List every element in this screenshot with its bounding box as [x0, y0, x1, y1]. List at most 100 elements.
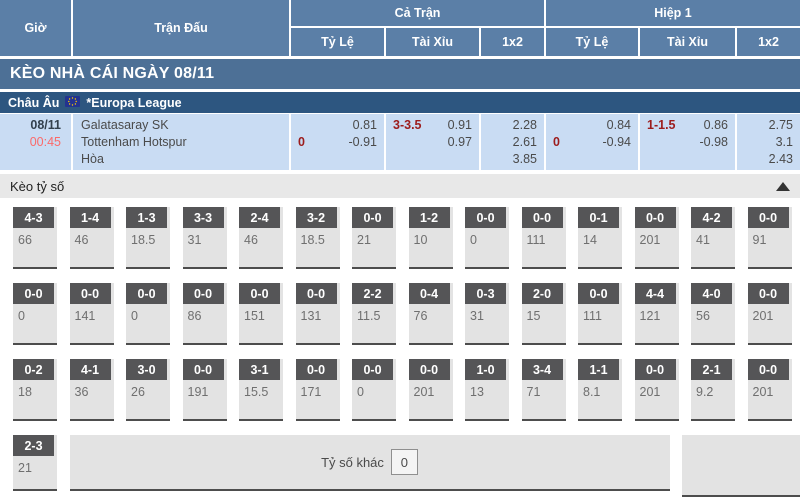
full-handicap-cell[interactable]: 0.81 0 -0.91 — [291, 114, 384, 170]
score-cell[interactable]: 1-3 18.5 — [126, 207, 170, 269]
score-cell[interactable]: 4-0 56 — [691, 283, 735, 345]
score-cell[interactable]: 2-4 46 — [239, 207, 283, 269]
score-row: 2-3 21 Tỷ số khác — [13, 435, 800, 497]
score-cell[interactable]: 0-0 0 — [13, 283, 57, 345]
score-cell[interactable]: 0-0 191 — [182, 359, 227, 421]
score-cell[interactable]: 4-2 41 — [691, 207, 735, 269]
score-odds: 141 — [74, 309, 96, 323]
score-cell[interactable]: 0-0 86 — [182, 283, 227, 345]
score-cell[interactable]: 0-0 111 — [521, 207, 566, 269]
score-cell[interactable]: 0-0 141 — [69, 283, 114, 345]
score-cell[interactable]: 0-0 0 — [465, 207, 509, 269]
match-teams-cell[interactable]: Galatasaray SK Tottenham Hotspur Hòa — [73, 114, 289, 170]
half-1x2-away-odds[interactable]: 3.1 — [775, 135, 793, 149]
score-chip: 0-0 — [182, 359, 224, 380]
other-score-input[interactable] — [390, 449, 418, 475]
score-cell[interactable]: 1-0 13 — [465, 359, 509, 421]
score-cell[interactable]: 0-0 131 — [295, 283, 340, 345]
full-1x2-away-odds[interactable]: 2.61 — [512, 135, 537, 149]
score-cell[interactable]: 2-0 15 — [521, 283, 566, 345]
score-odds: 76 — [413, 309, 428, 323]
half-handicap-bottom-odds[interactable]: -0.94 — [602, 135, 632, 149]
full-1x2-draw-odds[interactable]: 3.85 — [512, 152, 537, 166]
score-cell[interactable]: 0-0 201 — [408, 359, 453, 421]
score-cell[interactable]: 0-0 0 — [126, 283, 170, 345]
date-banner: KÈO NHÀ CÁI NGÀY 08/11 — [0, 59, 800, 89]
score-cell[interactable]: 0-0 171 — [295, 359, 340, 421]
score-cell[interactable]: 1-2 10 — [408, 207, 453, 269]
header-group-first-half: Hiệp 1 Tỷ Lệ Tài Xỉu 1x2 — [546, 0, 800, 56]
score-cell[interactable]: 3-2 18.5 — [295, 207, 340, 269]
score-section-header[interactable]: Kèo tỷ số — [0, 174, 800, 198]
score-cell[interactable]: 0-1 14 — [578, 207, 622, 269]
score-cell[interactable]: 3-4 71 — [521, 359, 566, 421]
score-cell[interactable]: 0-0 201 — [747, 359, 792, 421]
score-cell[interactable]: 2-2 11.5 — [352, 283, 396, 345]
score-cell[interactable]: 0-4 76 — [408, 283, 453, 345]
score-cell[interactable]: 0-0 111 — [578, 283, 622, 345]
score-chip: 3-0 — [126, 359, 167, 380]
score-odds: 8.1 — [583, 385, 601, 399]
match-kickoff-time: 00:45 — [29, 135, 61, 149]
score-chip-label: 0-0 — [24, 286, 43, 301]
full-handicap-bottom-odds[interactable]: -0.91 — [348, 135, 378, 149]
score-chip: 0-4 — [408, 283, 450, 304]
full-total-over-odds[interactable]: 0.91 — [447, 118, 472, 132]
score-odds: 18.5 — [300, 233, 325, 247]
score-cell[interactable]: 0-0 151 — [239, 283, 283, 345]
header-time: Giờ — [0, 0, 71, 56]
score-chip: 0-0 — [634, 207, 676, 228]
score-cell[interactable]: 4-3 66 — [13, 207, 57, 269]
score-chip-label: 3-0 — [137, 362, 156, 377]
half-total-over-odds[interactable]: 0.86 — [703, 118, 728, 132]
score-chip-label: 0-0 — [193, 286, 213, 301]
full-handicap-top-odds[interactable]: 0.81 — [352, 118, 377, 132]
score-cell[interactable]: 0-0 21 — [352, 207, 396, 269]
score-chip-label: 0-0 — [80, 286, 100, 301]
half-1x2-draw-odds[interactable]: 2.43 — [768, 152, 793, 166]
score-cell[interactable]: 0-0 201 — [634, 207, 679, 269]
full-handicap-line: 0 — [298, 135, 305, 149]
score-cell[interactable]: 0-0 91 — [747, 207, 792, 269]
score-odds: 31 — [470, 309, 484, 323]
score-chip-label: 3-4 — [532, 362, 552, 377]
score-cell[interactable]: 2-3 21 — [13, 435, 57, 491]
collapse-triangle-icon[interactable] — [776, 181, 790, 191]
score-chip-label: 0-4 — [419, 286, 439, 301]
half-total-cell[interactable]: 1-1.5 0.86 -0.98 — [640, 114, 735, 170]
score-cell[interactable]: 2-1 9.2 — [691, 359, 735, 421]
score-chip: 3-2 — [295, 207, 337, 228]
half-1x2-home-odds[interactable]: 2.75 — [768, 118, 793, 132]
score-cell[interactable]: 0-0 201 — [747, 283, 792, 345]
half-handicap-cell[interactable]: 0.84 0 -0.94 — [546, 114, 638, 170]
score-cell[interactable]: 0-0 0 — [352, 359, 396, 421]
score-chip: 2-4 — [239, 207, 280, 228]
score-cell[interactable]: 0-2 18 — [13, 359, 57, 421]
score-chip: 0-0 — [578, 283, 619, 304]
score-chip-label: 4-2 — [702, 210, 721, 225]
score-cell[interactable]: 0-0 201 — [634, 359, 679, 421]
score-chip-label: 0-0 — [758, 210, 778, 225]
full-total-cell[interactable]: 3-3.5 0.91 0.97 — [386, 114, 479, 170]
full-total-under-odds[interactable]: 0.97 — [447, 135, 472, 149]
half-total-under-odds[interactable]: -0.98 — [699, 135, 729, 149]
score-chip: 0-0 — [352, 359, 393, 380]
score-chip-label: 0-0 — [758, 362, 778, 377]
half-1x2-cell[interactable]: 2.75 3.1 2.43 — [737, 114, 800, 170]
score-cell[interactable]: 0-3 31 — [465, 283, 509, 345]
score-cell[interactable]: 1-4 46 — [69, 207, 114, 269]
half-handicap-top-odds[interactable]: 0.84 — [606, 118, 631, 132]
score-cell[interactable]: 3-3 31 — [182, 207, 227, 269]
score-cell[interactable]: 3-1 15.5 — [239, 359, 283, 421]
score-cell[interactable]: 4-4 121 — [634, 283, 679, 345]
score-chip-label: 1-0 — [476, 362, 495, 377]
score-chip-label: 0-0 — [645, 362, 665, 377]
score-chip-label: 0-0 — [476, 210, 495, 225]
score-odds: 21 — [18, 461, 32, 475]
score-cell[interactable]: 3-0 26 — [126, 359, 170, 421]
score-cell[interactable]: 1-1 8.1 — [578, 359, 622, 421]
full-1x2-home-odds[interactable]: 2.28 — [512, 118, 537, 132]
score-cell[interactable]: 4-1 36 — [69, 359, 114, 421]
score-chip-label: 0-0 — [363, 210, 382, 225]
full-1x2-cell[interactable]: 2.28 2.61 3.85 — [481, 114, 544, 170]
